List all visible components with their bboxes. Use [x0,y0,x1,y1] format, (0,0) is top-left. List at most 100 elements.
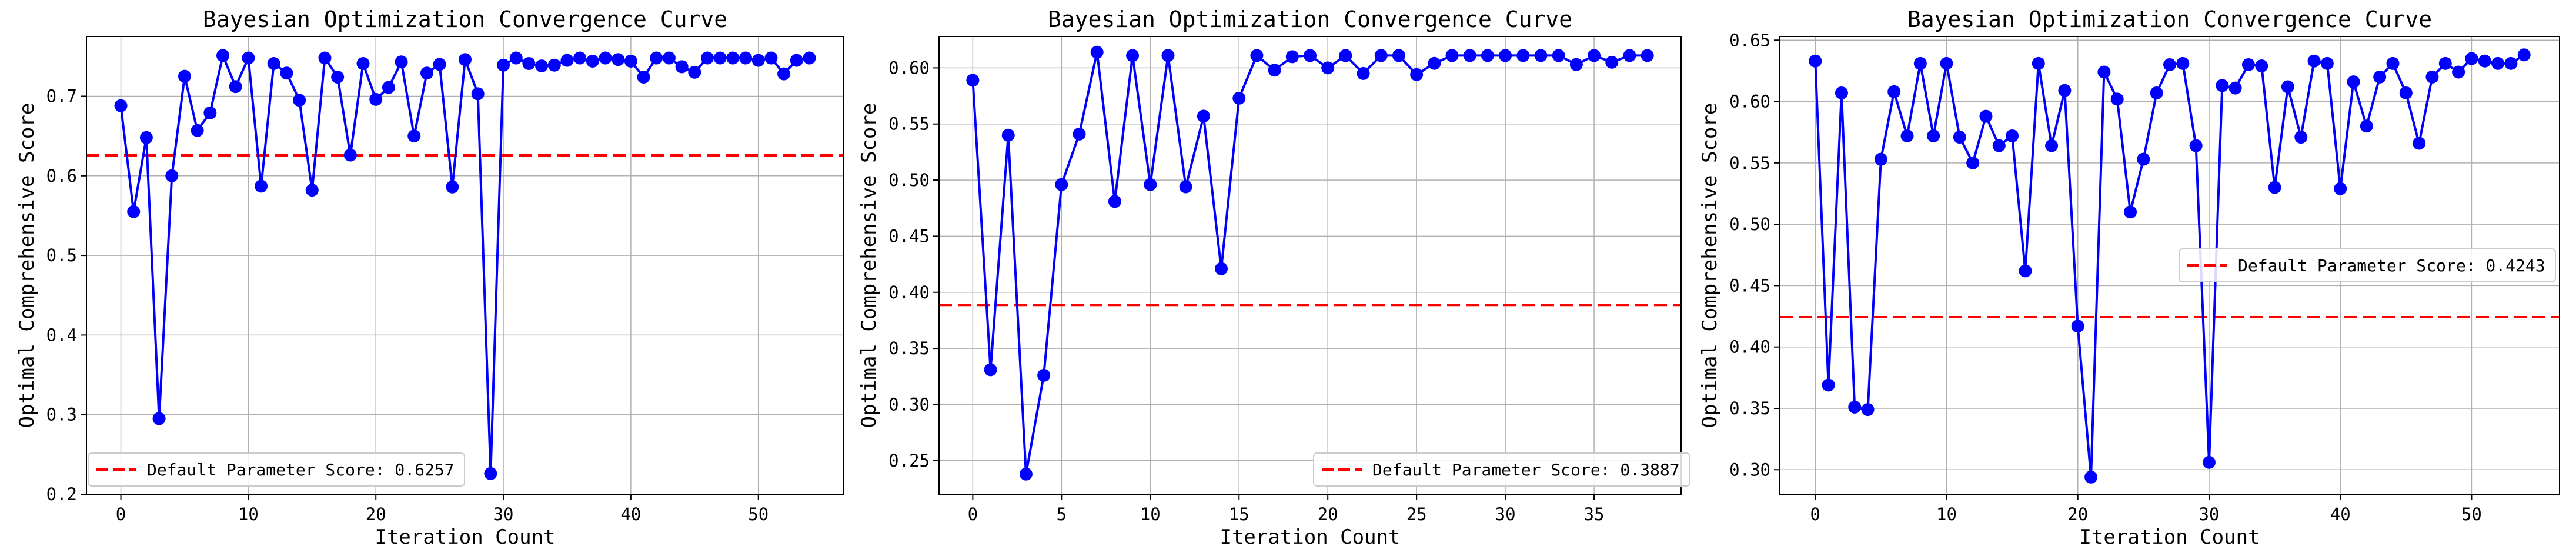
data-point [191,124,204,137]
data-point [2058,84,2072,97]
x-tick-label: 50 [748,504,769,524]
y-tick-label: 0.50 [1729,214,1770,234]
data-point [1588,49,1601,62]
y-tick-label: 0.65 [1729,30,1770,50]
y-tick-label: 0.5 [46,245,77,265]
data-point [305,184,319,197]
data-point [675,60,689,74]
data-point [1569,58,1583,71]
data-point [139,131,153,144]
x-axis-label: Iteration Count [375,525,555,549]
data-point [2465,52,2478,65]
x-tick-label: 20 [366,504,386,524]
data-point [2124,205,2137,219]
data-point [2150,86,2163,99]
chart-panel-1: 0 5 10 15 20 25 30 35 0.25 0.30 0.35 0.40 0.45 0.50 0.… [857,6,1690,549]
y-tick-label: 0.55 [1729,153,1770,173]
data-point [2216,79,2229,92]
data-point [586,54,599,68]
data-point [356,57,370,71]
data-point [1887,85,1901,98]
data-point [216,49,230,62]
x-tick-label: 50 [2461,504,2482,524]
data-point [114,99,128,112]
data-point [624,54,637,68]
data-point [2399,86,2413,99]
data-point [1001,128,1015,142]
data-point [2110,92,2124,106]
data-point [1339,49,1352,62]
plot-frame [938,36,1682,495]
x-tick-label: 40 [620,504,641,524]
data-point [637,71,650,84]
data-point [446,180,459,194]
data-point [127,205,141,218]
y-tick-label: 0.40 [888,282,930,302]
data-point [2438,56,2452,70]
data-point [280,66,293,80]
legend-label: Default Parameter Score: 0.3887 [1372,460,1680,480]
data-point [1126,49,1140,62]
chart-title: Bayesian Optimization Convergence Curve [1048,6,1572,32]
data-point [1979,109,1993,123]
data-point [1953,131,1966,144]
y-tick-label: 0.2 [46,484,77,504]
y-tick-label: 0.35 [888,338,930,358]
data-point [1304,49,1317,62]
data-point [1215,262,1228,275]
data-point [612,53,625,66]
legend-label: Default Parameter Score: 0.4243 [2238,256,2545,275]
data-point [1913,56,1927,70]
data-point [1835,86,1848,99]
x-tick-label: 0 [968,504,978,524]
data-point [1481,49,1494,62]
data-point [650,51,663,65]
y-tick-label: 0.4 [46,325,77,345]
chart-title: Bayesian Optimization Convergence Curve [203,6,727,32]
data-point [2071,320,2084,333]
y-tick-label: 0.60 [1729,92,1770,112]
chart-title: Bayesian Optimization Convergence Curve [1907,6,2432,32]
legend: Default Parameter Score: 0.6257 [88,452,465,487]
data-point [688,65,701,79]
data-point [1445,49,1459,62]
data-point [1073,127,1086,141]
data-point [547,58,561,72]
legend-box [1313,452,1690,487]
data-point [178,69,191,83]
x-tick-label: 30 [493,504,514,524]
legend-box [88,452,465,487]
data-point [1940,56,1953,70]
data-point [2019,264,2032,278]
data-point [2202,455,2216,469]
data-point [369,92,383,106]
legend: Default Parameter Score: 0.4243 [2179,248,2556,282]
data-point [966,74,980,87]
data-point [1992,139,2006,152]
series-line [971,51,1648,475]
data-point [535,59,549,73]
x-tick-label: 15 [1229,504,1249,524]
data-point [1605,55,1619,69]
data-point [2307,54,2321,68]
y-tick-label: 0.6 [46,166,77,186]
y-tick-label: 0.55 [888,114,930,134]
y-tick-label: 0.45 [888,226,930,246]
data-point [2320,56,2334,70]
data-point [2281,80,2294,94]
data-point [1144,178,1157,191]
data-point [407,129,421,143]
data-point [1179,180,1192,194]
y-tick-label: 0.30 [1729,460,1770,480]
data-point [2452,65,2465,79]
data-point [1357,66,1370,80]
data-point [1392,49,1405,62]
data-point [267,57,280,71]
x-tick-label: 20 [1318,504,1338,524]
x-tick-label: 5 [1057,504,1067,524]
data-point [395,55,408,69]
data-point [2294,131,2308,144]
data-point [713,51,727,65]
data-point [2006,129,2019,142]
